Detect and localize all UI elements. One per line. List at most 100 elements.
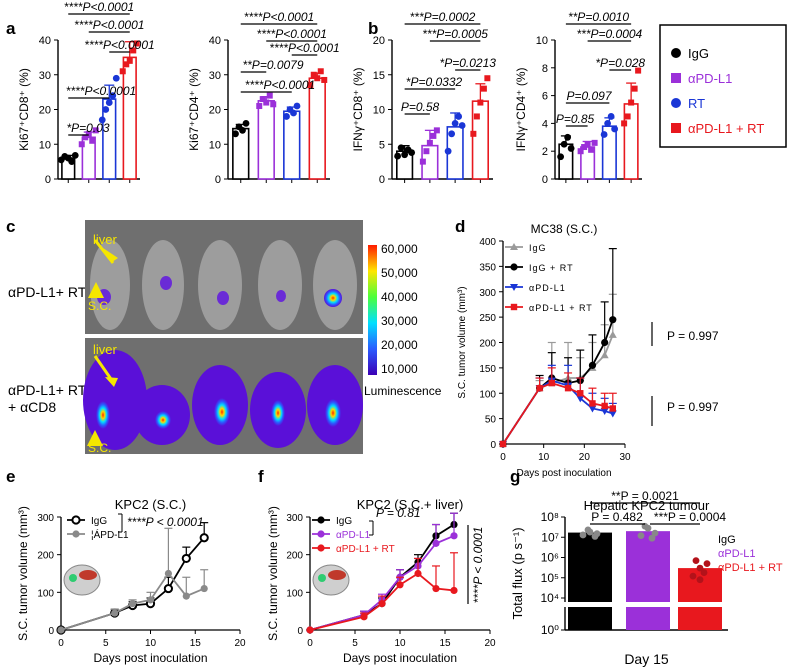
p-value-label: ****P<0.0001: [257, 27, 327, 41]
chart-ki67-cd8: 0 10 20 30 40 Ki67⁺CD8⁺ (%) ****P<0.0001 ****P<…: [17, 0, 155, 186]
data-point: [637, 532, 645, 540]
signal-row-2: [83, 350, 363, 450]
data-point: [591, 139, 598, 146]
tumor-icon: [69, 574, 77, 582]
panel-label-d: d: [455, 217, 465, 236]
data-point: [450, 532, 458, 540]
bar-αPD-L1 + RT: [308, 77, 326, 180]
data-point: [444, 147, 452, 155]
data-point: [601, 402, 608, 410]
data-point: [102, 106, 110, 113]
p-value-label: ***P=0.0004: [577, 27, 643, 41]
p-value-label: ***P=0.0002: [410, 10, 476, 24]
data-point: [579, 531, 587, 539]
y-tick-label: 50: [485, 415, 497, 426]
data-point: [270, 101, 277, 108]
data-point: [307, 82, 314, 89]
data-point: [146, 596, 155, 604]
data-point: [600, 131, 608, 138]
p-value-label: *P=0.0213: [440, 56, 497, 70]
data-point: [651, 529, 659, 537]
data-point: [256, 103, 263, 110]
y-tick-label: 10⁶: [541, 551, 559, 565]
y-tick-label: 200: [37, 551, 54, 562]
data-point: [321, 76, 328, 83]
data-point: [109, 92, 117, 99]
colorbar-tick: 40,000: [381, 290, 418, 304]
y-tick-label: 300: [37, 513, 54, 524]
data-point: [480, 85, 487, 92]
x-tick-label: 15: [190, 638, 202, 649]
y-tick-label: 10: [39, 139, 51, 151]
data-point: [414, 569, 422, 578]
p-value-label: ****P<0.0001: [269, 41, 339, 55]
data-point: [588, 405, 597, 413]
x-tick-label: 10: [145, 638, 157, 649]
y-tick-label: 6: [542, 91, 548, 103]
data-point: [577, 148, 584, 155]
data-point: [426, 139, 433, 146]
p-value-label: ****P<0.0001: [244, 10, 314, 24]
y-tick-label: 0: [48, 626, 54, 637]
tumor-icon: [318, 574, 326, 582]
y-axis-label: IFNγ⁺CD8⁺ (%): [351, 67, 365, 151]
data-point: [430, 132, 437, 139]
x-axis-label: Day 15: [624, 651, 669, 667]
legend-label-igg: IgG: [688, 46, 709, 61]
data-point: [484, 75, 491, 82]
colorbar-tick: 50,000: [381, 266, 418, 280]
legend-label: αPD-L1: [718, 548, 756, 560]
data-point: [601, 338, 609, 347]
data-point: [432, 584, 440, 593]
legend-marker-combo: [671, 123, 681, 133]
data-point: [628, 99, 635, 106]
panel-label-a: a: [6, 19, 16, 38]
data-point: [591, 533, 599, 540]
data-point: [182, 592, 190, 600]
p-value-label: ****P < 0.0001: [471, 527, 485, 604]
data-point: [588, 361, 597, 369]
data-point: [306, 626, 314, 634]
chart-kpc2-sc: 0 100 200 300 0 5 10 15 20 KPC2 (S.C.) Days post i…: [16, 497, 246, 665]
data-point: [635, 67, 642, 74]
data-point: [621, 120, 628, 127]
colorbar-tick: 60,000: [381, 242, 418, 256]
annotation-arrows: [87, 239, 118, 446]
y-tick-label: 400: [479, 237, 496, 248]
data-point: [310, 71, 317, 78]
axis-break: [559, 602, 730, 607]
x-tick-label: 20: [234, 638, 246, 649]
y-tick-label: 0: [490, 440, 496, 451]
y-tick-label: 10⁴: [540, 591, 559, 605]
data-point: [133, 40, 140, 47]
data-point: [557, 153, 565, 161]
legend-marker-rt: [671, 98, 681, 108]
data-point: [576, 395, 585, 403]
p-value-label: P=0.58: [401, 100, 440, 114]
data-point: [397, 144, 405, 152]
y-tick-label: 150: [479, 364, 496, 375]
p-value-label: *P=0.0332: [406, 75, 463, 89]
y-tick-label: 30: [39, 70, 51, 82]
data-point: [98, 116, 106, 124]
colorbar-tick: 20,000: [381, 338, 418, 352]
data-point: [624, 113, 631, 120]
panel-label-f: f: [258, 467, 264, 486]
data-point: [89, 137, 96, 144]
y-tick-label: 10: [536, 35, 548, 47]
data-point: [263, 99, 270, 106]
p-value-label: P=0.85: [556, 112, 595, 126]
y-tick-label: 20: [373, 35, 385, 47]
data-point: [589, 400, 596, 407]
y-tick-label: 10⁷: [541, 530, 559, 544]
data-point: [92, 127, 99, 134]
y-tick-label: 2: [542, 146, 548, 158]
series-line-αPD-L1: [502, 379, 614, 445]
x-tick-label: 30: [619, 452, 631, 463]
sc-label-2: S.C.: [88, 441, 111, 455]
p-value-label: ****P<0.0001: [245, 78, 315, 92]
p-value-label: **P=0.0010: [568, 10, 629, 24]
data-point: [112, 74, 120, 82]
legend-label: IgG: [718, 534, 736, 546]
